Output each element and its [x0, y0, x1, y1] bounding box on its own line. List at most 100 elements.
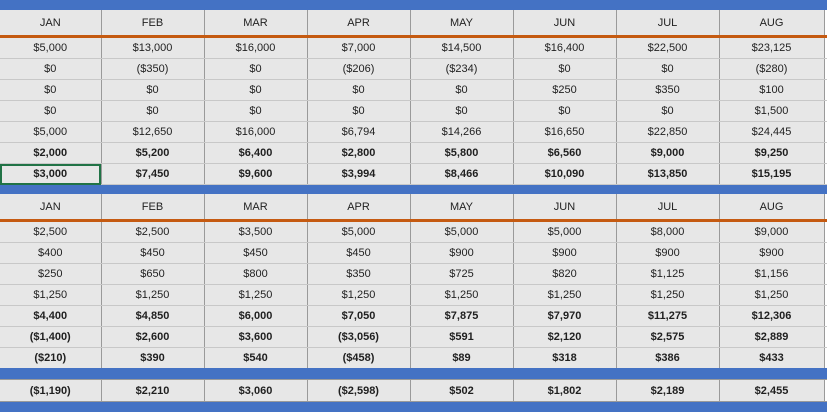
- cell-jul[interactable]: $22,500: [616, 36, 720, 59]
- cell-may[interactable]: $5,800: [410, 142, 514, 164]
- cell-apr[interactable]: $2,800: [307, 142, 411, 164]
- cell-jan[interactable]: $1,250: [0, 284, 102, 306]
- cell-feb[interactable]: $7,450: [101, 163, 205, 185]
- cell-mar[interactable]: $3,500: [204, 220, 308, 243]
- cell-may[interactable]: $14,500: [410, 36, 514, 59]
- cell-jul[interactable]: $1,125: [616, 263, 720, 285]
- cell-apr[interactable]: $5,000: [307, 220, 411, 243]
- cell-jan[interactable]: $2,000: [0, 142, 102, 164]
- cell-jan[interactable]: $5,000: [0, 121, 102, 143]
- cell-jul[interactable]: $22,850: [616, 121, 720, 143]
- cell-jan[interactable]: $0: [0, 100, 102, 122]
- cell-jan[interactable]: $2,500: [0, 220, 102, 243]
- cell-jun[interactable]: $0: [513, 100, 617, 122]
- cell-jan[interactable]: $3,000: [0, 163, 102, 185]
- cell-jun[interactable]: $16,650: [513, 121, 617, 143]
- cell-jan[interactable]: $0: [0, 79, 102, 101]
- month-header-feb[interactable]: FEB: [101, 10, 205, 38]
- cell-jun[interactable]: $318: [513, 347, 617, 369]
- cell-feb[interactable]: ($350): [101, 58, 205, 80]
- cell-mar[interactable]: $16,000: [204, 36, 308, 59]
- total-cell-jul[interactable]: $2,189: [616, 379, 720, 402]
- cell-apr[interactable]: $0: [307, 100, 411, 122]
- cell-may[interactable]: $1,250: [410, 284, 514, 306]
- cell-may[interactable]: $0: [410, 79, 514, 101]
- cell-jun[interactable]: $0: [513, 58, 617, 80]
- month-header-apr[interactable]: APR: [307, 194, 411, 222]
- cell-mar[interactable]: $16,000: [204, 121, 308, 143]
- cell-may[interactable]: $0: [410, 100, 514, 122]
- cell-mar[interactable]: $6,400: [204, 142, 308, 164]
- cell-feb[interactable]: $0: [101, 79, 205, 101]
- cell-aug[interactable]: $1,156: [719, 263, 825, 285]
- cell-may[interactable]: $89: [410, 347, 514, 369]
- cell-feb[interactable]: $650: [101, 263, 205, 285]
- cell-feb[interactable]: $1,250: [101, 284, 205, 306]
- cell-jul[interactable]: $13,850: [616, 163, 720, 185]
- cell-feb[interactable]: $12,650: [101, 121, 205, 143]
- cell-mar[interactable]: $1,250: [204, 284, 308, 306]
- total-cell-jan[interactable]: ($1,190): [0, 379, 102, 402]
- cell-apr[interactable]: $3,994: [307, 163, 411, 185]
- total-cell-may[interactable]: $502: [410, 379, 514, 402]
- month-header-mar[interactable]: MAR: [204, 194, 308, 222]
- cell-jun[interactable]: $820: [513, 263, 617, 285]
- cell-aug[interactable]: $9,250: [719, 142, 825, 164]
- cell-aug[interactable]: $24,445: [719, 121, 825, 143]
- cell-jun[interactable]: $16,400: [513, 36, 617, 59]
- cell-mar[interactable]: $800: [204, 263, 308, 285]
- cell-feb[interactable]: $13,000: [101, 36, 205, 59]
- cell-aug[interactable]: $23,125: [719, 36, 825, 59]
- cell-aug[interactable]: $1,500: [719, 100, 825, 122]
- cell-apr[interactable]: $7,000: [307, 36, 411, 59]
- cell-aug[interactable]: $100: [719, 79, 825, 101]
- cell-aug[interactable]: $9,000: [719, 220, 825, 243]
- cell-aug[interactable]: $1,250: [719, 284, 825, 306]
- month-header-aug[interactable]: AUG: [719, 10, 825, 38]
- cell-feb[interactable]: $5,200: [101, 142, 205, 164]
- cell-jan[interactable]: $400: [0, 242, 102, 264]
- cell-jul[interactable]: $900: [616, 242, 720, 264]
- month-header-jan[interactable]: JAN: [0, 194, 102, 222]
- cell-jul[interactable]: $2,575: [616, 326, 720, 348]
- cell-apr[interactable]: $1,250: [307, 284, 411, 306]
- cell-jan[interactable]: ($1,400): [0, 326, 102, 348]
- cell-jul[interactable]: $350: [616, 79, 720, 101]
- total-cell-jun[interactable]: $1,802: [513, 379, 617, 402]
- cell-jan[interactable]: $0: [0, 58, 102, 80]
- cell-jun[interactable]: $1,250: [513, 284, 617, 306]
- cell-jun[interactable]: $900: [513, 242, 617, 264]
- cell-may[interactable]: ($234): [410, 58, 514, 80]
- cell-jun[interactable]: $6,560: [513, 142, 617, 164]
- cell-mar[interactable]: $0: [204, 79, 308, 101]
- cell-may[interactable]: $725: [410, 263, 514, 285]
- cell-mar[interactable]: $450: [204, 242, 308, 264]
- cell-apr[interactable]: ($206): [307, 58, 411, 80]
- cell-mar[interactable]: $3,600: [204, 326, 308, 348]
- cell-jul[interactable]: $1,250: [616, 284, 720, 306]
- cell-feb[interactable]: $0: [101, 100, 205, 122]
- cell-feb[interactable]: $4,850: [101, 305, 205, 327]
- cell-mar[interactable]: $6,000: [204, 305, 308, 327]
- cell-mar[interactable]: $540: [204, 347, 308, 369]
- cell-aug[interactable]: ($280): [719, 58, 825, 80]
- cell-apr[interactable]: $350: [307, 263, 411, 285]
- month-header-jun[interactable]: JUN: [513, 194, 617, 222]
- month-header-jul[interactable]: JUL: [616, 194, 720, 222]
- cell-may[interactable]: $591: [410, 326, 514, 348]
- cell-may[interactable]: $900: [410, 242, 514, 264]
- cell-aug[interactable]: $12,306: [719, 305, 825, 327]
- cell-aug[interactable]: $15,195: [719, 163, 825, 185]
- cell-aug[interactable]: $433: [719, 347, 825, 369]
- cell-feb[interactable]: $390: [101, 347, 205, 369]
- cell-jun[interactable]: $5,000: [513, 220, 617, 243]
- total-cell-feb[interactable]: $2,210: [101, 379, 205, 402]
- cell-feb[interactable]: $450: [101, 242, 205, 264]
- month-header-jul[interactable]: JUL: [616, 10, 720, 38]
- cell-jan[interactable]: $250: [0, 263, 102, 285]
- cell-jun[interactable]: $2,120: [513, 326, 617, 348]
- cell-mar[interactable]: $0: [204, 100, 308, 122]
- total-cell-apr[interactable]: ($2,598): [307, 379, 411, 402]
- cell-aug[interactable]: $2,889: [719, 326, 825, 348]
- cell-mar[interactable]: $9,600: [204, 163, 308, 185]
